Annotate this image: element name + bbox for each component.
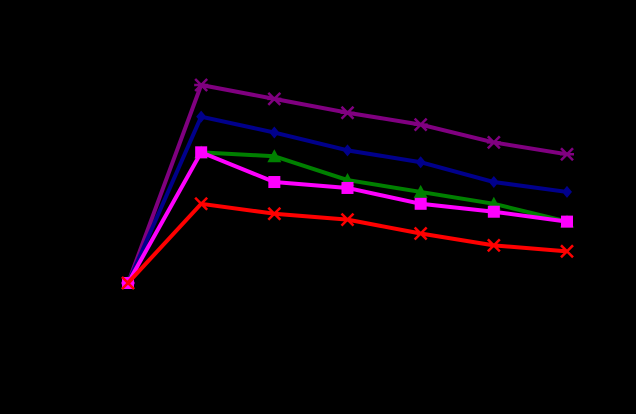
data-point-1-3 (342, 144, 353, 157)
series-line-4 (126, 201, 568, 285)
data-point-0-5 (486, 135, 501, 150)
data-point-4-2 (267, 206, 282, 221)
data-point-4-4 (413, 226, 428, 241)
data-point-1-4 (415, 156, 426, 169)
data-point-1-1 (196, 110, 207, 123)
data-point-0-3 (340, 105, 355, 120)
series-3 (122, 146, 573, 289)
series-4 (121, 196, 574, 290)
data-point-4-3 (340, 212, 355, 227)
data-point-4-0 (121, 276, 135, 290)
data-point-3-2 (268, 176, 281, 189)
data-point-0-2 (267, 91, 282, 106)
data-point-2-4 (413, 184, 428, 198)
data-point-0-4 (413, 117, 428, 132)
data-point-1-5 (488, 176, 499, 189)
data-point-0-1 (194, 78, 209, 92)
data-point-2-2 (267, 149, 282, 163)
plot-area (121, 78, 574, 290)
data-point-0-6 (560, 147, 574, 162)
series-0 (121, 78, 574, 290)
data-point-1-6 (562, 185, 572, 198)
data-point-4-1 (194, 196, 209, 211)
series-1 (123, 110, 572, 289)
data-point-3-5 (487, 205, 500, 218)
data-point-3-4 (414, 197, 427, 210)
data-point-4-6 (560, 244, 574, 259)
data-point-3-3 (341, 181, 354, 194)
data-point-3-6 (561, 215, 573, 228)
data-point-1-2 (269, 126, 280, 139)
data-point-3-1 (195, 146, 208, 159)
data-point-4-5 (486, 238, 501, 253)
